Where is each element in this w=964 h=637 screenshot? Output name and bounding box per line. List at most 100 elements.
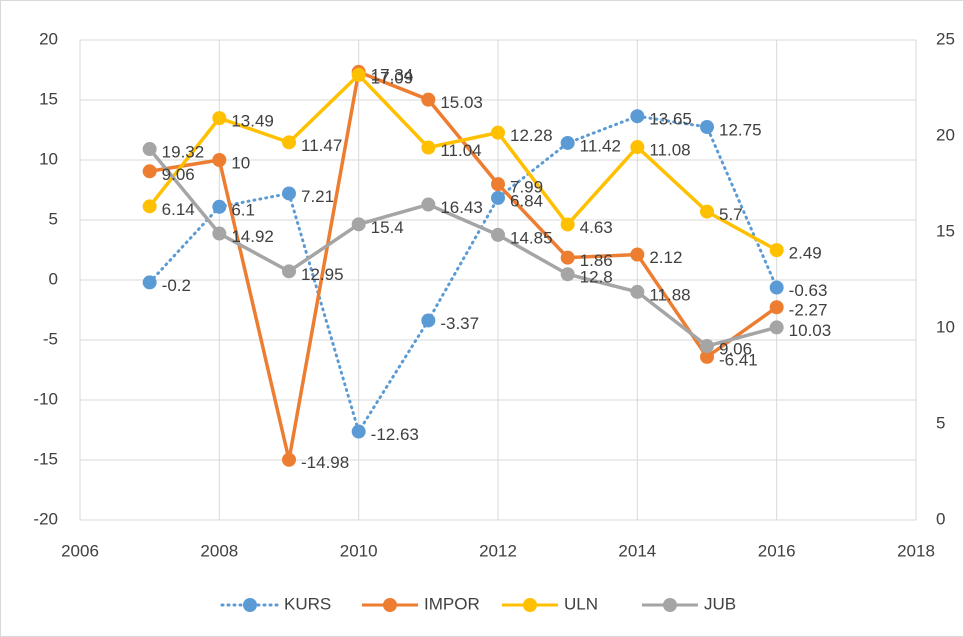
marker xyxy=(212,153,226,167)
data-label: 9.06 xyxy=(719,340,752,359)
marker xyxy=(491,191,505,205)
marker xyxy=(491,126,505,140)
data-label: 4.63 xyxy=(580,218,613,237)
x-tick-label: 2018 xyxy=(897,541,935,560)
data-label: -0.63 xyxy=(789,281,828,300)
marker xyxy=(282,453,296,467)
x-tick-label: 2006 xyxy=(61,541,99,560)
data-label: 12.8 xyxy=(580,268,613,287)
y-tick-label: -15 xyxy=(33,449,58,468)
marker xyxy=(770,300,784,314)
marker xyxy=(700,120,714,134)
marker xyxy=(561,217,575,231)
data-label: 2.12 xyxy=(649,248,682,267)
legend-marker xyxy=(523,598,537,612)
data-label: 14.92 xyxy=(231,227,274,246)
legend-marker xyxy=(663,598,677,612)
data-label: 12.75 xyxy=(719,120,762,139)
marker xyxy=(282,186,296,200)
data-label: 12.28 xyxy=(510,126,553,145)
data-label: 16.43 xyxy=(440,198,483,217)
data-label: 11.88 xyxy=(649,285,690,304)
legend-marker xyxy=(383,598,397,612)
y-tick-label: 5 xyxy=(49,209,58,228)
data-label: 15.4 xyxy=(371,218,404,237)
data-label: 19.32 xyxy=(162,143,205,162)
y2-tick-label: 10 xyxy=(936,317,955,336)
data-label: -2.27 xyxy=(789,301,828,320)
data-label: 9.06 xyxy=(162,165,195,184)
data-label: 6.14 xyxy=(162,200,195,219)
marker xyxy=(421,93,435,107)
data-label: 11.04 xyxy=(440,141,481,160)
x-tick-label: 2012 xyxy=(479,541,517,560)
y2-tick-label: 25 xyxy=(936,29,955,48)
marker xyxy=(491,228,505,242)
data-label: 11.42 xyxy=(580,136,621,155)
legend-label: IMPOR xyxy=(424,594,480,613)
marker xyxy=(352,425,366,439)
marker xyxy=(630,140,644,154)
data-label: -14.98 xyxy=(301,453,349,472)
y-tick-label: -20 xyxy=(33,509,58,528)
legend-label: ULN xyxy=(564,594,598,613)
marker xyxy=(770,281,784,295)
marker xyxy=(143,164,157,178)
x-tick-label: 2014 xyxy=(618,541,656,560)
data-label: 11.08 xyxy=(649,141,690,160)
marker xyxy=(561,267,575,281)
marker xyxy=(630,248,644,262)
marker xyxy=(352,68,366,82)
y2-tick-label: 20 xyxy=(936,125,955,144)
x-tick-label: 2008 xyxy=(200,541,238,560)
marker xyxy=(561,136,575,150)
marker xyxy=(700,339,714,353)
data-label: 17.09 xyxy=(371,68,414,87)
data-label: 7.99 xyxy=(510,178,543,197)
chart: -20-15-10-505101520200620082010201220142… xyxy=(0,0,964,637)
data-label: 2.49 xyxy=(789,244,822,263)
page: {"chart_data": {"type": "line", "x": [20… xyxy=(0,0,964,637)
data-label: -0.2 xyxy=(162,276,191,295)
data-label: 10.03 xyxy=(789,321,832,340)
data-label: 11.47 xyxy=(301,136,342,155)
marker xyxy=(212,227,226,241)
y2-tick-label: 15 xyxy=(936,221,955,240)
marker xyxy=(143,275,157,289)
marker xyxy=(630,285,644,299)
marker xyxy=(282,135,296,149)
data-label: 10 xyxy=(231,153,250,172)
y-tick-label: -5 xyxy=(43,329,58,348)
marker xyxy=(143,199,157,213)
marker xyxy=(282,264,296,278)
y-tick-label: -10 xyxy=(33,389,58,408)
marker xyxy=(421,198,435,212)
marker xyxy=(352,217,366,231)
marker xyxy=(212,111,226,125)
data-label: 5.7 xyxy=(719,205,743,224)
data-label: 7.21 xyxy=(301,187,334,206)
data-label: -12.63 xyxy=(371,425,419,444)
legend-label: KURS xyxy=(284,594,331,613)
data-label: 14.85 xyxy=(510,228,553,247)
x-tick-label: 2010 xyxy=(340,541,378,560)
data-label: 13.65 xyxy=(649,110,692,129)
y-tick-label: 20 xyxy=(39,29,58,48)
data-label: -3.37 xyxy=(440,314,479,333)
legend-label: JUB xyxy=(704,594,736,613)
marker xyxy=(770,243,784,257)
y2-tick-label: 0 xyxy=(936,509,945,528)
marker xyxy=(561,251,575,265)
marker xyxy=(770,320,784,334)
y-tick-label: 10 xyxy=(39,149,58,168)
data-label: 12.95 xyxy=(301,265,344,284)
marker xyxy=(700,205,714,219)
marker xyxy=(630,109,644,123)
marker xyxy=(421,141,435,155)
y-tick-label: 0 xyxy=(49,269,58,288)
marker xyxy=(212,200,226,214)
data-label: 13.49 xyxy=(231,112,274,131)
data-label: 15.03 xyxy=(440,93,483,112)
y2-tick-label: 5 xyxy=(936,413,945,432)
data-label: 6.1 xyxy=(231,200,255,219)
